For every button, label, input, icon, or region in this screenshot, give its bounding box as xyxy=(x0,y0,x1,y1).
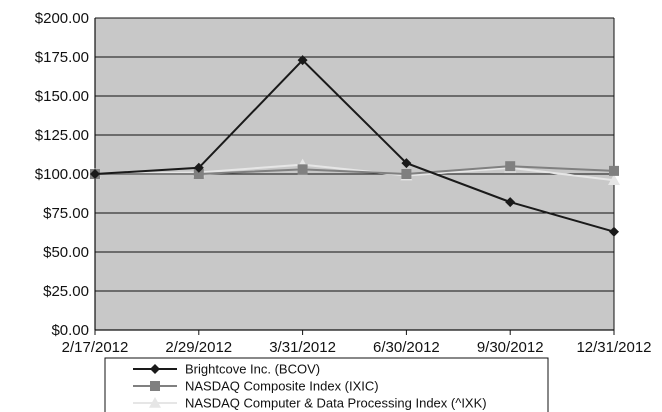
legend-label: NASDAQ Computer & Data Processing Index … xyxy=(185,396,487,411)
y-tick-label: $150.00 xyxy=(35,88,89,105)
legend-label: Brightcove Inc. (BCOV) xyxy=(185,362,320,377)
y-tick-label: $100.00 xyxy=(35,166,89,183)
series-line-0 xyxy=(94,58,615,233)
x-tick-label: 2/17/2012 xyxy=(62,339,129,356)
y-tick-label: $75.00 xyxy=(43,205,89,222)
legend-box xyxy=(104,357,549,412)
x-tick-label: 12/31/2012 xyxy=(576,339,651,356)
y-tick-label: $25.00 xyxy=(43,283,89,300)
x-tick-label: 6/30/2012 xyxy=(373,339,440,356)
data-point-series-1 xyxy=(193,169,204,179)
x-tick-label: 2/29/2012 xyxy=(165,339,232,356)
legend-swatch-marker xyxy=(150,364,160,374)
data-point-series-0 xyxy=(297,55,308,66)
series-layer xyxy=(89,55,620,237)
x-tick-label: 3/31/2012 xyxy=(269,339,336,356)
data-point-series-0 xyxy=(90,169,100,179)
data-point-series-1 xyxy=(505,161,516,172)
legend-swatch-marker xyxy=(150,381,160,391)
data-point-series-1 xyxy=(297,164,308,175)
legend: Brightcove Inc. (BCOV) NASDAQ Composite I… xyxy=(104,357,549,412)
y-tick-label: $125.00 xyxy=(35,127,89,144)
data-point-series-0 xyxy=(193,162,204,173)
data-point-series-0 xyxy=(609,226,619,237)
y-tick-label: $175.00 xyxy=(35,49,89,66)
series-line-2 xyxy=(94,163,615,182)
data-point-series-0 xyxy=(401,158,412,169)
y-tick-label: $0.00 xyxy=(51,322,89,339)
legend-swatch-marker xyxy=(149,397,161,408)
data-point-series-2 xyxy=(608,174,620,186)
y-tick-label: $50.00 xyxy=(43,244,89,261)
legend-label: NASDAQ Composite Index (IXIC) xyxy=(185,379,379,394)
data-point-series-1 xyxy=(401,169,412,179)
axes: $0.00 $25.00 $50.00 $75.00 $100.00 $125.00 $15… xyxy=(35,10,652,356)
series-line-1 xyxy=(95,165,615,176)
data-point-series-1 xyxy=(609,165,619,176)
data-point-series-0 xyxy=(505,197,516,208)
y-tick-label: $200.00 xyxy=(35,10,89,27)
x-tick-label: 9/30/2012 xyxy=(477,339,544,356)
